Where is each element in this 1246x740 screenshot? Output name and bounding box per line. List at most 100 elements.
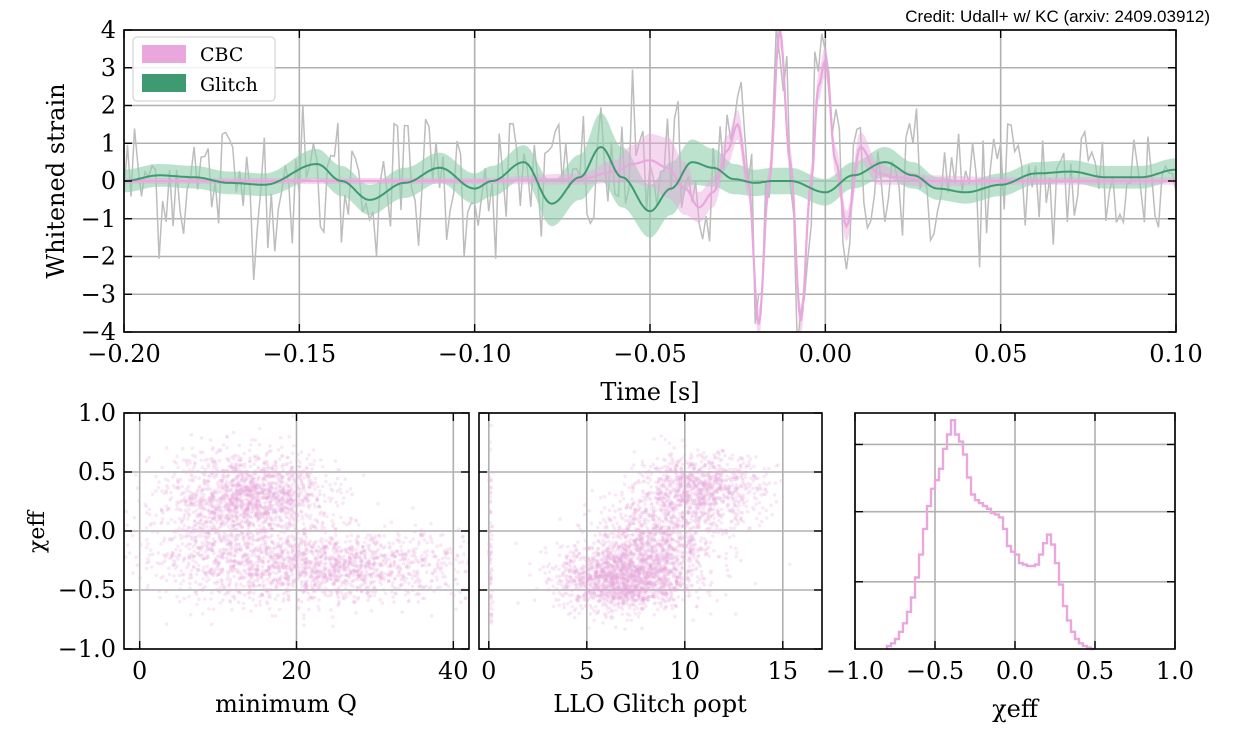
minimum-q-point (249, 609, 253, 613)
llo-glitch-point (638, 577, 643, 581)
minimum-q-point (320, 522, 325, 526)
minimum-q-point (224, 513, 228, 518)
minimum-q-point (358, 573, 363, 577)
minimum-q-point (328, 541, 332, 546)
minimum-q-point (347, 548, 352, 552)
minimum-q-point (416, 542, 421, 547)
minimum-q-point (288, 564, 292, 569)
llo-glitch-point (613, 559, 617, 563)
minimum-q-point (322, 511, 326, 516)
minimum-q-point (432, 568, 437, 572)
minimum-q-point (271, 578, 276, 582)
minimum-q-point (249, 567, 254, 572)
minimum-q-point (244, 488, 248, 493)
minimum-q-point (285, 539, 290, 543)
llo-glitch-point (691, 618, 695, 623)
minimum-q-point (238, 458, 243, 463)
minimum-q-point (288, 488, 292, 493)
llo-glitch-point (599, 588, 604, 593)
llo-glitch-point (600, 550, 605, 555)
llo-glitch-point (682, 581, 686, 586)
minimum-q-point (229, 523, 234, 527)
minimum-q-point (197, 503, 201, 508)
llo-glitch-point (580, 579, 584, 583)
minimum-q-point (274, 560, 279, 565)
minimum-q-point (301, 553, 306, 557)
minimum-q-point (359, 570, 364, 574)
llo-glitch-point (604, 557, 609, 561)
llo-glitch-point (586, 547, 591, 551)
minimum-q-point (272, 492, 276, 496)
minimum-q-point (290, 523, 295, 527)
minimum-q-point (248, 482, 253, 486)
llo-glitch-point (589, 578, 594, 582)
llo-glitch-point (663, 561, 668, 565)
minimum-q-point (261, 559, 265, 564)
minimum-q-point (266, 552, 271, 556)
minimum-q-point (258, 509, 262, 513)
minimum-q-point (313, 571, 317, 575)
llo-glitch-point (633, 599, 637, 603)
minimum-q-point (233, 527, 238, 532)
minimum-q-point (174, 554, 179, 559)
minimum-q-point (401, 573, 405, 577)
minimum-q-point (249, 485, 253, 489)
minimum-q-point (261, 559, 265, 564)
llo-glitch-point (629, 557, 634, 562)
minimum-q-point (401, 552, 406, 557)
minimum-q-point (438, 568, 443, 572)
minimum-q-point (363, 565, 368, 570)
minimum-q-point (272, 565, 277, 569)
minimum-q-point (436, 561, 440, 566)
minimum-q-point (257, 426, 262, 431)
minimum-q-point (218, 516, 222, 521)
minimum-q-point (191, 544, 196, 549)
minimum-q-point (211, 571, 216, 576)
minimum-q-point (197, 521, 202, 526)
minimum-q-point (224, 469, 228, 474)
strain-ytick-label: 4 (101, 16, 116, 44)
llo-glitch-point (641, 597, 645, 602)
minimum-q-point (292, 478, 297, 483)
minimum-q-point (271, 570, 276, 575)
llo-glitch-point (578, 578, 583, 583)
minimum-q-point (210, 494, 215, 499)
minimum-q-point (281, 599, 286, 604)
minimum-q-point (235, 517, 240, 522)
llo-glitch-point (639, 577, 643, 581)
minimum-q-point (204, 539, 208, 544)
llo-glitch-point (596, 575, 600, 580)
minimum-q-point (381, 546, 385, 551)
minimum-q-point (339, 583, 344, 587)
minimum-q-point (261, 461, 266, 465)
minimum-q-point (170, 552, 175, 557)
minimum-q-point (308, 560, 312, 564)
llo-glitch-point (616, 576, 620, 580)
minimum-q-point (217, 509, 221, 513)
minimum-q-point (313, 505, 317, 509)
llo-glitch-point (651, 583, 655, 588)
minimum-q-point (318, 581, 322, 585)
minimum-q-point (391, 551, 396, 556)
minimum-q-point (248, 490, 252, 494)
llo-glitch-point (620, 612, 625, 617)
minimum-q-point (230, 526, 235, 530)
minimum-q-point (242, 515, 247, 519)
minimum-q-point (285, 491, 290, 496)
minimum-q-point (260, 491, 265, 495)
llo-glitch-point (635, 582, 640, 586)
llo-glitch-point (565, 591, 569, 596)
minimum-q-point (355, 597, 360, 602)
llo-glitch-point (578, 596, 583, 600)
llo-glitch-point (616, 535, 621, 539)
llo-glitch-point (599, 569, 603, 574)
llo-glitch-point (595, 585, 600, 590)
llo-glitch-point (580, 573, 585, 578)
minimum-q-point (334, 567, 338, 571)
llo-glitch-point (606, 546, 610, 550)
llo-glitch-point (639, 606, 644, 610)
minimum-q-point (284, 570, 288, 575)
minimum-q-point (322, 526, 327, 530)
llo-glitch-point (603, 573, 607, 578)
minimum-q-point (260, 490, 265, 494)
